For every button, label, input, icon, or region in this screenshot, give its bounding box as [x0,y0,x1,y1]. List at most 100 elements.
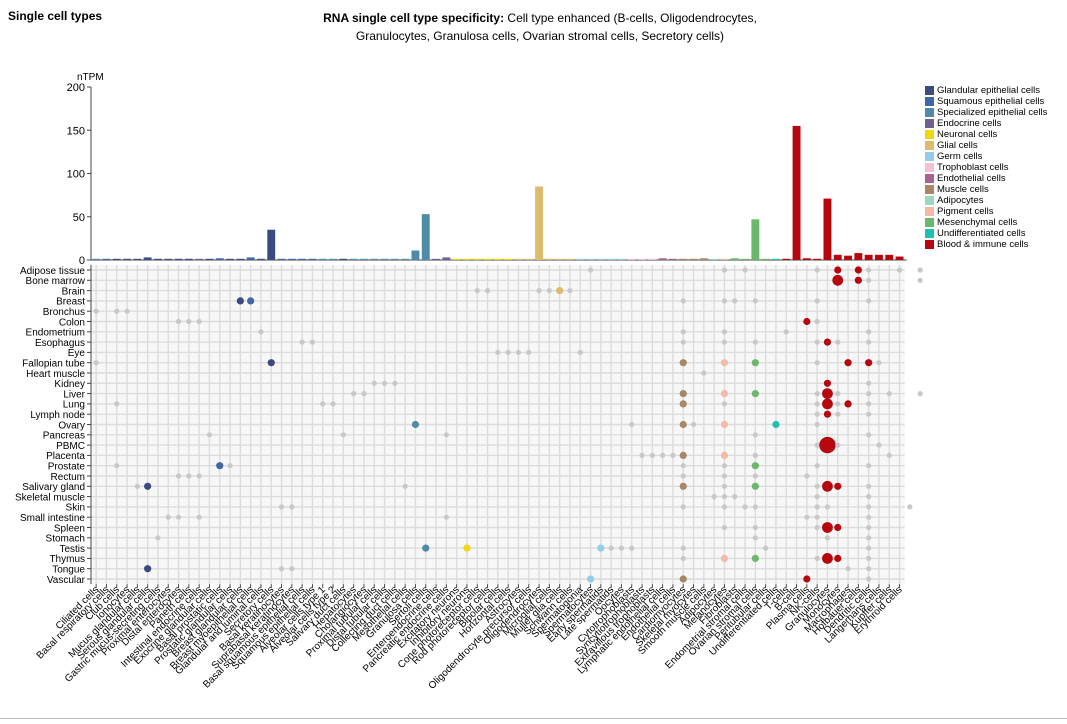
bar [782,258,791,260]
legend-item[interactable]: Neuronal cells [925,129,1047,140]
expression-dot [206,432,213,438]
bar [596,258,605,260]
expression-dot [866,391,872,397]
bar [277,258,286,260]
expression-dot [679,400,687,408]
legend-swatch [925,229,934,238]
expression-dot [670,452,676,458]
bar [504,258,513,260]
legend-label: Blood & immune cells [937,239,1029,250]
expression-dot [701,370,707,376]
tissue-label: Skeletal muscle [15,492,85,503]
expression-dot [823,379,832,387]
legend-item[interactable]: Endothelial cells [925,173,1047,184]
expression-dot [814,504,820,510]
legend-label: Specialized epithelial cells [937,107,1048,118]
legend-item[interactable]: Trophoblast cells [925,162,1047,173]
legend-swatch [925,196,934,205]
tissue-label: Bone marrow [26,276,86,287]
legend-item[interactable]: Muscle cells [925,184,1047,195]
expression-dot [443,514,449,520]
legend-item[interactable]: Adipocytes [925,195,1047,206]
expression-dot [526,349,532,355]
expression-dot [340,432,346,438]
legend-item[interactable]: Glial cells [925,140,1047,151]
expression-dot [720,554,729,563]
legend-item[interactable]: Mesenchymal cells [925,217,1047,228]
expression-dot [660,452,666,458]
tissue-label: Rectum [51,472,85,483]
expression-dot [196,514,202,520]
expression-dot [236,297,244,305]
bar [380,258,389,260]
legend-item[interactable]: Endocrine cells [925,118,1047,129]
expression-dot [866,494,872,500]
expression-dot [876,360,882,366]
expression-dot [896,267,903,273]
expression-dot [814,360,820,366]
legend-item[interactable]: Undifferentiated cells [925,228,1047,239]
expression-dot [917,267,923,273]
expression-dot [814,421,820,428]
expression-dot [803,317,811,326]
bar [813,258,822,260]
expression-dot [822,398,833,410]
expression-dot [721,504,728,510]
legend-label: Glial cells [937,140,978,151]
bar [535,186,543,260]
expression-dot [463,544,471,552]
bar [308,258,317,260]
bar [730,258,739,260]
expression-dot [844,400,852,408]
expression-dot [752,524,758,531]
bar [339,258,348,260]
legend-label: Endocrine cells [937,118,1002,129]
expression-dot [814,267,820,273]
legend-swatch [925,152,934,161]
legend-item[interactable]: Specialized epithelial cells [925,107,1047,118]
legend-swatch [925,240,934,249]
expression-dot [822,553,833,564]
expression-dot [917,391,923,397]
legend-item[interactable]: Germ cells [925,151,1047,162]
expression-dot [823,338,832,346]
bar [349,258,358,260]
legend-item[interactable]: Glandular epithelial cells [925,85,1047,96]
expression-dot [783,329,789,335]
bar [483,258,492,260]
legend-label: Mesenchymal cells [937,217,1018,228]
bar [473,258,482,260]
expression-dot [114,463,120,469]
chart-title-bold: RNA single cell type specificity: [323,11,505,25]
bar [741,258,749,260]
legend-item[interactable]: Pigment cells [925,206,1047,217]
expression-dot [411,420,420,429]
bar [184,258,193,260]
legend-item[interactable]: Blood & immune cells [925,239,1047,250]
expression-dot [93,360,99,366]
expression-dot [484,288,491,294]
expression-dot [866,555,872,562]
bar [586,258,595,260]
expression-dot [814,524,820,531]
legend-item[interactable]: Squamous epithelial cells [925,96,1047,107]
bar [823,198,832,260]
bar [761,258,770,260]
expression-dot [114,308,120,314]
bar [895,256,904,260]
bar [360,258,368,260]
bar [102,258,111,260]
tissue-label: Salivary gland [22,482,85,493]
expression-dot [866,298,872,304]
expression-dot [679,420,687,429]
tissue-label: Bronchus [43,307,85,318]
tissue-label: Skin [66,503,85,514]
expression-dot [381,380,388,386]
expression-dot [732,298,738,304]
expression-dot [586,575,595,583]
expression-dot [721,267,728,273]
expression-dot [721,473,728,479]
expression-dot [720,451,729,459]
expression-dot [227,463,233,469]
bar [710,258,719,260]
